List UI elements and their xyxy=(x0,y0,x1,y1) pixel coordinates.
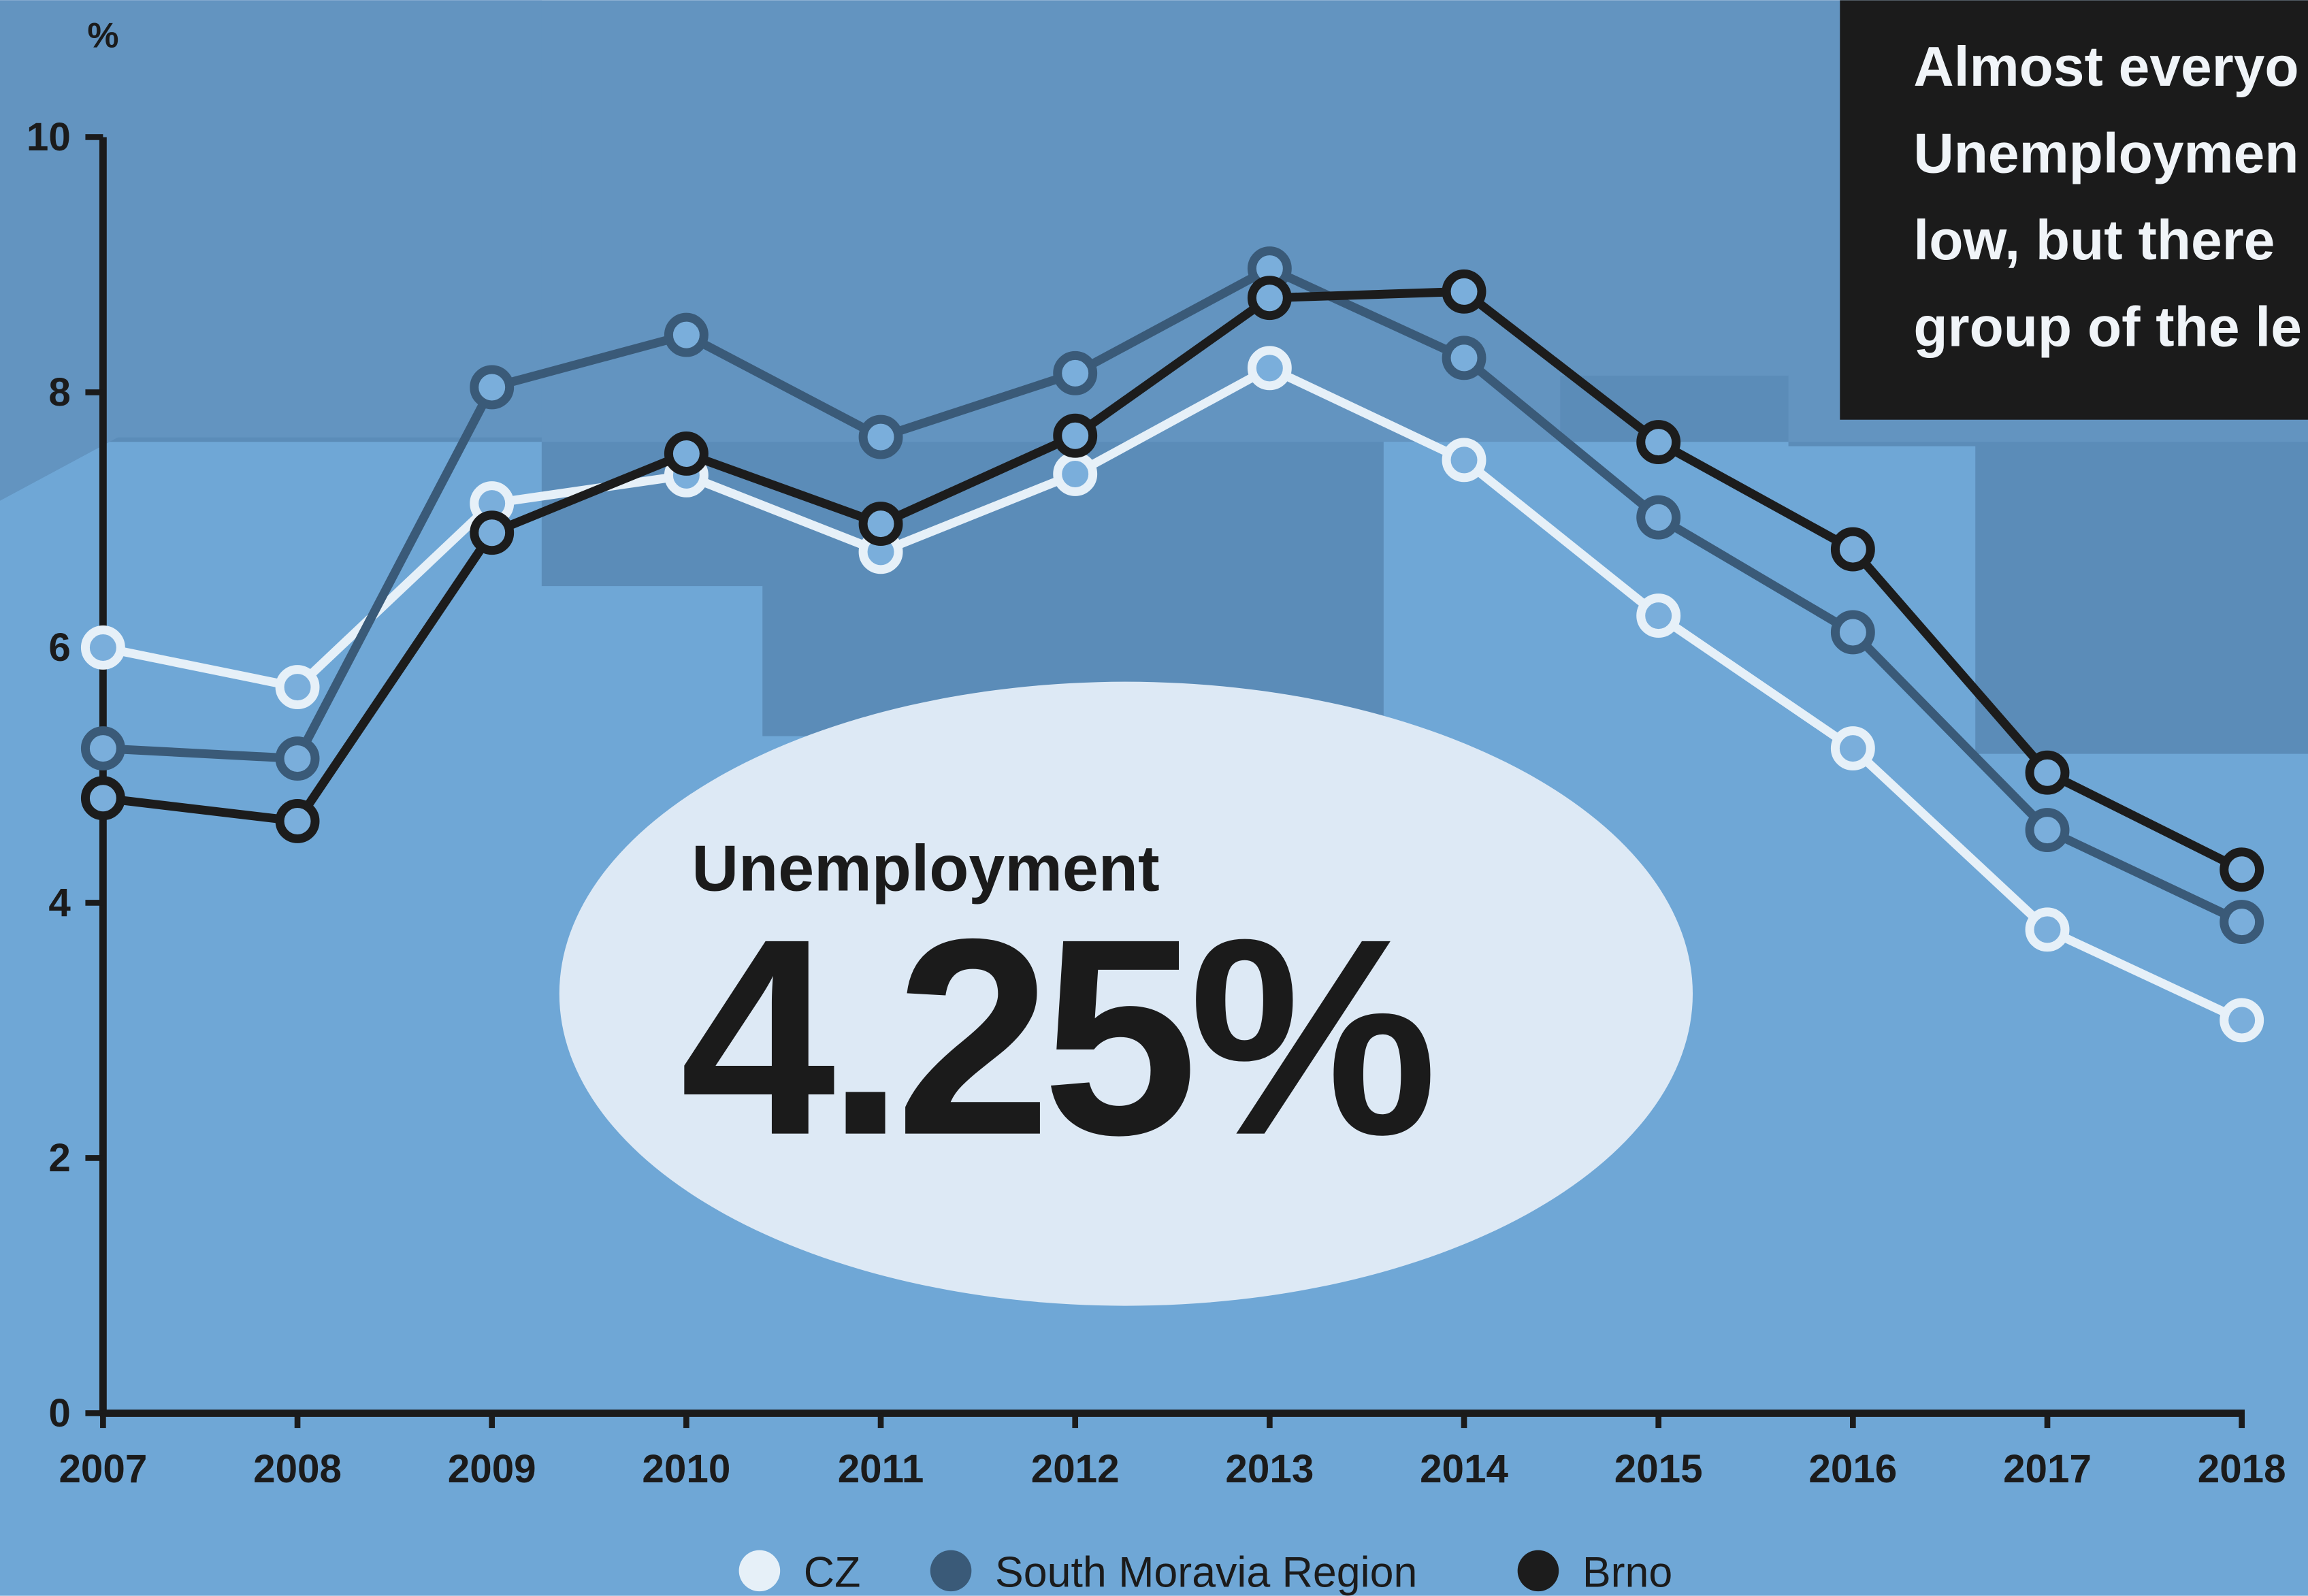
data-point xyxy=(275,736,320,781)
annotation-value: 4.25% xyxy=(680,881,1433,1194)
data-point xyxy=(1247,346,1292,391)
data-point xyxy=(2025,808,2070,853)
data-point xyxy=(664,312,709,357)
data-point xyxy=(664,431,709,476)
data-point xyxy=(1636,495,1681,540)
data-point xyxy=(1830,726,1875,771)
plot: 0 2 4 6 8 10 2007 2008 2009 2010 2011 2012 2013 2014 2… xyxy=(27,115,2286,1596)
building-shadow xyxy=(0,375,2308,754)
text-box xyxy=(1840,0,2308,420)
series-line xyxy=(102,363,2244,1024)
data-point xyxy=(858,502,903,547)
legend-marker xyxy=(930,1550,972,1592)
data-point xyxy=(1442,269,1486,314)
y-axis-label: % xyxy=(87,16,118,55)
data-point xyxy=(275,665,320,710)
x-tick-label: 2012 xyxy=(1031,1447,1120,1491)
data-point xyxy=(2220,900,2264,945)
data-point xyxy=(1442,336,1486,380)
data-point xyxy=(2220,998,2264,1043)
y-tick-label: 4 xyxy=(48,881,71,925)
y-tick-label: 8 xyxy=(48,370,70,414)
data-point xyxy=(858,414,903,459)
data-point xyxy=(275,799,320,843)
data-point xyxy=(1442,438,1486,483)
y-tick-label: 10 xyxy=(27,115,71,159)
series-line xyxy=(103,264,2244,926)
legend-label: Brno xyxy=(1582,1549,1672,1596)
x-tick-label: 2018 xyxy=(2198,1447,2286,1491)
data-point xyxy=(1053,452,1098,496)
x-tick-label: 2017 xyxy=(2003,1447,2092,1491)
building xyxy=(0,0,542,501)
data-point xyxy=(470,365,515,410)
text-box-line: low, but there xyxy=(1913,210,2275,272)
legend-label: South Moravia Region xyxy=(995,1549,1417,1596)
data-point xyxy=(1636,420,1681,465)
y-tick-label: 0 xyxy=(48,1391,70,1435)
x-tick-label: 2013 xyxy=(1225,1447,1314,1491)
text-box-line: group of the le xyxy=(1913,297,2301,359)
legend-marker xyxy=(1517,1550,1559,1592)
data-point xyxy=(1830,610,1875,655)
x-tick-label: 2010 xyxy=(642,1447,730,1491)
data-point xyxy=(1830,527,1875,572)
data-point xyxy=(80,625,125,670)
legend-marker xyxy=(738,1550,781,1592)
legend-label: CZ xyxy=(804,1549,861,1596)
data-point xyxy=(470,510,515,555)
data-point xyxy=(80,726,125,771)
data-point xyxy=(1053,413,1098,458)
data-point xyxy=(80,776,125,821)
data-point xyxy=(2025,750,2070,795)
annotation-label: Unemployment xyxy=(692,833,1159,905)
x-tick-label: 2015 xyxy=(1614,1447,1703,1491)
text-box-lines: Almost everyo Unemploymen low, but there gr… xyxy=(1913,36,2301,359)
y-tick-label: 6 xyxy=(48,625,70,670)
data-point xyxy=(2025,907,2070,952)
x-tick-label: 2014 xyxy=(1420,1447,1508,1491)
data-point xyxy=(1247,276,1292,321)
text-box-line: Almost everyo xyxy=(1913,36,2298,98)
data-point xyxy=(1053,351,1098,395)
data-point xyxy=(2220,847,2264,892)
x-tick-label: 2009 xyxy=(448,1447,536,1491)
x-tick-label: 2007 xyxy=(59,1447,147,1491)
highlight-ellipse xyxy=(559,681,1693,1306)
data-point xyxy=(1636,593,1681,638)
x-tick-label: 2008 xyxy=(253,1447,342,1491)
x-tick-label: 2011 xyxy=(838,1447,924,1491)
series-line xyxy=(102,287,2244,874)
text-box-line: Unemploymen xyxy=(1913,123,2298,184)
y-tick-label: 2 xyxy=(48,1136,70,1180)
x-tick-label: 2016 xyxy=(1808,1447,1897,1491)
